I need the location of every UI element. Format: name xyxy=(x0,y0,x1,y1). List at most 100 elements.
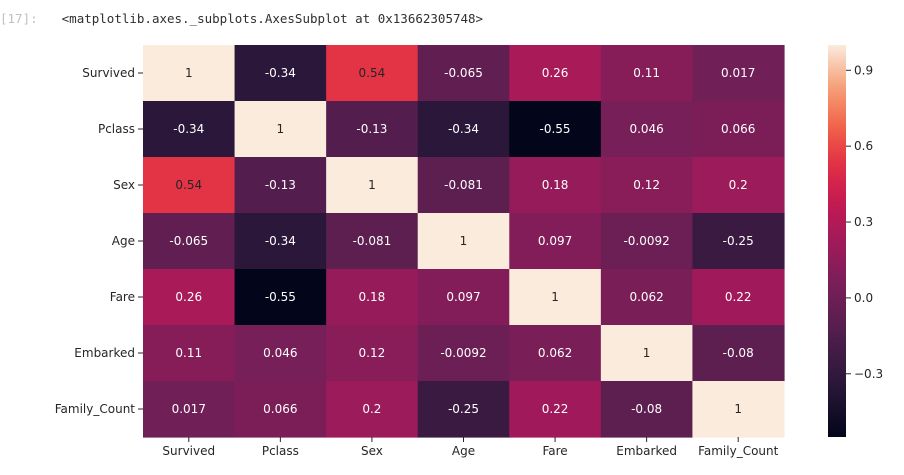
prompt-number: [17]: xyxy=(0,11,38,26)
heatmap-cell xyxy=(417,381,510,438)
heatmap-cell xyxy=(234,325,327,382)
cell-value-label: 1 xyxy=(734,402,742,416)
cell-value-label: -0.34 xyxy=(173,122,204,136)
cell-value-label: 0.062 xyxy=(538,346,572,360)
heatmap-cell xyxy=(417,269,510,326)
cell-value-label: 0.2 xyxy=(729,178,748,192)
heatmap-cell xyxy=(234,45,327,102)
cell-value-label: 0.017 xyxy=(172,402,206,416)
cell-value-label: 0.18 xyxy=(359,290,386,304)
cell-value-label: 0.22 xyxy=(542,402,569,416)
cell-value-label: 0.12 xyxy=(359,346,386,360)
heatmap-cell xyxy=(509,45,602,102)
cell-value-label: 0.26 xyxy=(542,66,569,80)
heatmap-cell xyxy=(600,325,694,382)
cell-value-label: 0.062 xyxy=(629,290,663,304)
heatmap-cell xyxy=(692,325,785,382)
colorbar-tick-label: −0.3 xyxy=(854,367,883,381)
y-tick-labels: Survived Pclass Sex Age Fare Embarked Family_C… xyxy=(55,66,143,416)
colorbar: 0.9 0.6 0.3 0.0 −0.3 xyxy=(828,45,883,437)
y-tick-label: Age xyxy=(112,234,135,248)
cell-value-label: 0.097 xyxy=(446,290,480,304)
heatmap-cell xyxy=(417,157,510,214)
cell-value-label: 1 xyxy=(551,290,559,304)
cell-value-label: -0.081 xyxy=(444,178,483,192)
cell-value-label: -0.55 xyxy=(540,122,571,136)
heatmap-cell xyxy=(234,269,327,326)
y-tick-label: Embarked xyxy=(74,346,135,360)
heatmap-cell xyxy=(692,381,785,438)
heatmap-cell xyxy=(326,213,419,270)
heatmap-cell xyxy=(326,269,419,326)
output-text: <matplotlib.axes._subplots.AxesSubplot a… xyxy=(61,11,484,26)
heatmap-cell xyxy=(692,269,785,326)
heatmap-cell xyxy=(509,381,602,438)
cell-value-label: 0.066 xyxy=(263,402,297,416)
cell-value-label: -0.0092 xyxy=(623,234,669,248)
cell-value-label: 0.066 xyxy=(721,122,755,136)
colorbar-tick-label: 0.0 xyxy=(854,291,873,305)
heatmap-cell xyxy=(600,213,694,270)
cell-value-label: 0.097 xyxy=(538,234,572,248)
heatmap-cell xyxy=(600,45,694,102)
heatmap-cell xyxy=(692,213,785,270)
cell-value-label: 0.22 xyxy=(725,290,752,304)
heatmap-cell xyxy=(600,381,694,438)
heatmap-cell xyxy=(509,325,602,382)
cell-value-label: -0.34 xyxy=(265,66,296,80)
cell-value-label: -0.25 xyxy=(448,402,479,416)
heatmap-cell xyxy=(417,213,510,270)
x-tick-label: Sex xyxy=(361,444,383,458)
colorbar-tick-label: 0.9 xyxy=(854,63,873,77)
cell-value-label: 1 xyxy=(460,234,468,248)
heatmap-cell xyxy=(234,213,327,270)
colorbar-tick-label: 0.6 xyxy=(854,139,873,153)
heatmap-cell xyxy=(234,157,327,214)
cell-value-label: 0.54 xyxy=(175,178,202,192)
heatmap-cell xyxy=(143,269,236,326)
cell-value-label: 0.11 xyxy=(633,66,660,80)
cell-value-label: -0.08 xyxy=(723,346,754,360)
cell-value-label: -0.0092 xyxy=(440,346,486,360)
heatmap-cell xyxy=(234,101,327,158)
heatmap-cell xyxy=(417,101,510,158)
cell-value-label: -0.065 xyxy=(169,234,208,248)
cell-value-label: 1 xyxy=(277,122,285,136)
cell-value-label: 0.046 xyxy=(629,122,663,136)
cell-value-label: 0.12 xyxy=(633,178,660,192)
output-line: [17]: <matplotlib.axes._subplots.AxesSubp… xyxy=(0,11,483,26)
cell-value-label: 1 xyxy=(368,178,376,192)
cell-value-label: 1 xyxy=(185,66,193,80)
heatmap-cell xyxy=(326,45,419,102)
heatmap-cell xyxy=(692,101,785,158)
heatmap-cell xyxy=(509,213,602,270)
cell-value-label: 1 xyxy=(643,346,651,360)
colorbar-gradient xyxy=(828,45,846,437)
heatmap-cell xyxy=(143,325,236,382)
y-tick-label: Sex xyxy=(113,178,135,192)
heatmap-cell xyxy=(143,213,236,270)
x-tick-label: Family_Count xyxy=(698,444,779,458)
cell-value-label: 0.54 xyxy=(359,66,386,80)
heatmap-cell xyxy=(509,157,602,214)
heatmap-cell xyxy=(600,101,694,158)
cell-value-label: 0.046 xyxy=(263,346,297,360)
cell-value-label: 0.11 xyxy=(175,346,202,360)
x-tick-label: Pclass xyxy=(262,444,299,458)
cell-value-label: 0.26 xyxy=(175,290,202,304)
y-tick-label: Pclass xyxy=(98,122,135,136)
cell-value-label: -0.55 xyxy=(265,290,296,304)
heatmap-cell xyxy=(509,101,602,158)
heatmap-cell xyxy=(417,45,510,102)
cell-value-label: -0.25 xyxy=(723,234,754,248)
cell-value-label: -0.34 xyxy=(448,122,479,136)
x-tick-label: Survived xyxy=(162,444,215,458)
heatmap-cell xyxy=(143,381,236,438)
heatmap-cell xyxy=(143,45,236,102)
heatmap-cell xyxy=(143,101,236,158)
cell-value-label: -0.065 xyxy=(444,66,483,80)
heatmap-cell xyxy=(234,381,327,438)
heatmap-cell xyxy=(326,325,419,382)
heatmap-cell xyxy=(692,45,785,102)
